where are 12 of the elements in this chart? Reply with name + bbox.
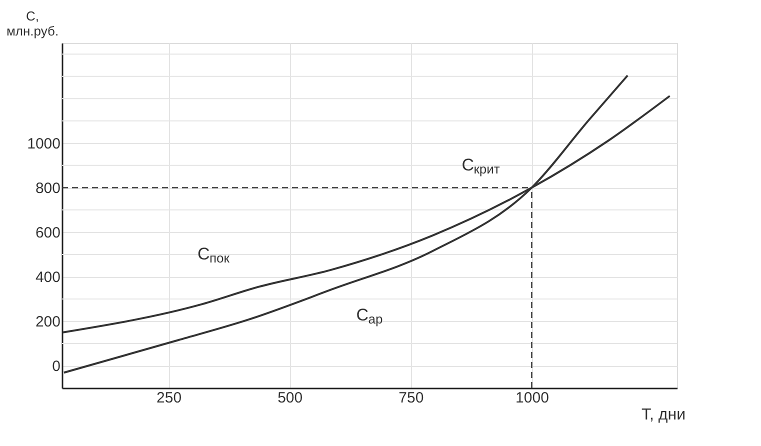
x-tick-label: 1000 — [516, 390, 549, 406]
y-tick-label: 800 — [35, 180, 60, 198]
x-axis-title: T, дни — [642, 406, 686, 424]
x-tick-label: 250 — [156, 390, 182, 406]
x-tick-label: 750 — [398, 390, 424, 406]
y-tick-label: 1000 — [27, 136, 60, 153]
y-tick-label: 0 — [52, 358, 60, 376]
x-tick-label: 500 — [278, 390, 303, 406]
y-tick-label: 200 — [35, 314, 60, 331]
y-tick-label: 600 — [35, 224, 60, 242]
y-tick-label: 400 — [35, 269, 60, 286]
y-axis-title: C, млн.руб. — [6, 8, 59, 38]
